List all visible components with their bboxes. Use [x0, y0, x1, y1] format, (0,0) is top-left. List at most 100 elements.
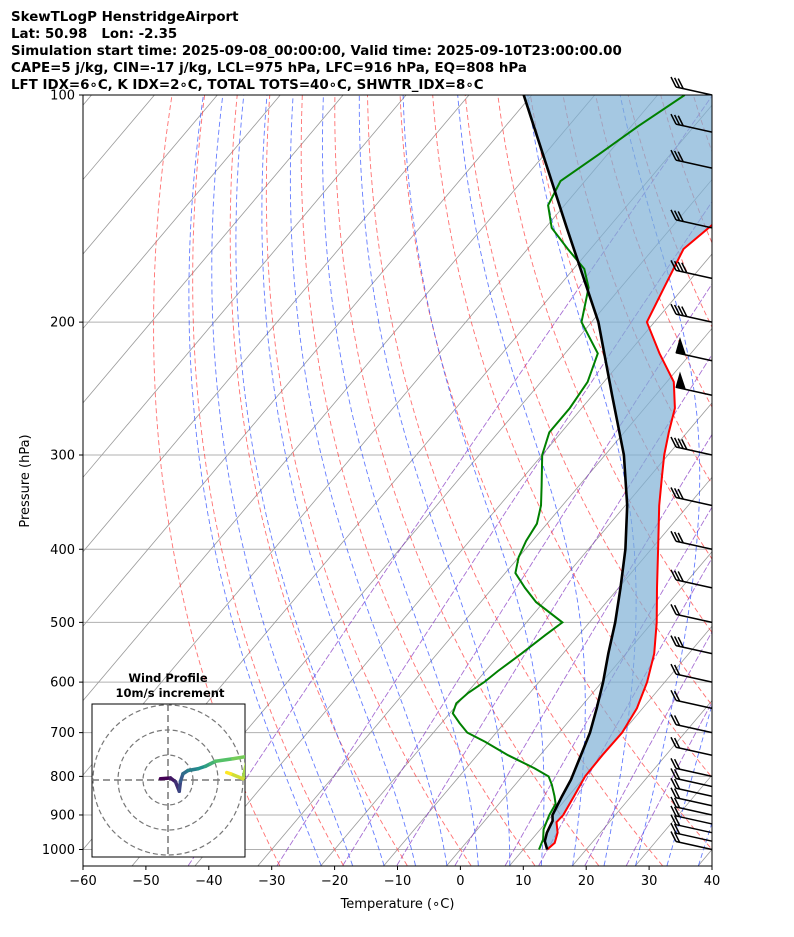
- wind-barb-staff: [675, 613, 713, 624]
- simulation-times: Simulation start time: 2025-09-08_00:00:…: [11, 44, 622, 60]
- wind-barb: [670, 303, 713, 323]
- y-tick-label: 200: [50, 316, 75, 331]
- wind-barb-flag: [677, 488, 684, 500]
- wind-barb-flag: [677, 571, 684, 582]
- wind-barb-pennant: [675, 371, 686, 389]
- wind-barb: [670, 822, 713, 842]
- wind-barb-staff: [675, 723, 713, 734]
- stability-indices: LFT IDX=6∘C, K IDX=2∘C, TOTAL TOTS=40∘C,…: [11, 78, 484, 94]
- wind-barb-flag: [673, 77, 681, 89]
- mixing-ratio-line: [454, 433, 712, 866]
- x-tick-label: 0: [456, 874, 464, 889]
- wind-barb-flag: [673, 114, 681, 126]
- wind-barb: [670, 831, 713, 851]
- isotherm-line: [194, 253, 712, 866]
- moist-adiabat-lines: [188, 95, 712, 866]
- x-tick-label: −40: [195, 874, 222, 889]
- dry-adiabat: [192, 95, 344, 866]
- wind-barb-staff: [675, 351, 713, 362]
- hodograph-subtitle: 10m/s increment: [116, 686, 225, 700]
- wind-barb-flag: [670, 303, 677, 315]
- x-tick-label: 40: [704, 874, 721, 889]
- x-tick-label: −50: [132, 874, 159, 889]
- dry-adiabat: [265, 95, 472, 866]
- moist-adiabat: [698, 821, 712, 866]
- x-tick-label: −20: [321, 874, 348, 889]
- hodograph-trace-segment: [241, 761, 245, 781]
- y-axis-label: Pressure (hPa): [18, 434, 33, 527]
- isotherm-line: [83, 95, 533, 627]
- x-tick-label: 10: [515, 874, 532, 889]
- wind-barb-staff: [675, 219, 713, 229]
- wind-barb: [670, 805, 713, 825]
- wind-barb-staff: [675, 806, 713, 816]
- moist-adiabat: [527, 95, 637, 866]
- wind-barb-staff: [675, 159, 713, 169]
- wind-barb-flag: [670, 530, 677, 542]
- wind-barb: [670, 768, 713, 788]
- wind-barb: [670, 814, 713, 834]
- y-tick-label: 100: [50, 89, 75, 104]
- wind-barb: [670, 690, 713, 710]
- wind-barb: [670, 714, 713, 734]
- dry-adiabat: [759, 95, 794, 866]
- isotherm-line: [445, 551, 712, 866]
- isotherm-line: [83, 95, 93, 106]
- y-tick-label: 700: [50, 726, 75, 741]
- wind-barb-staff: [675, 386, 713, 396]
- wind-barb-staff: [675, 579, 713, 589]
- y-tick-label: 300: [50, 448, 75, 463]
- wind-barb-flag: [677, 636, 684, 648]
- moist-adiabat: [235, 95, 385, 866]
- hodograph-trace-segment: [228, 772, 245, 781]
- dry-adiabat: [367, 95, 663, 866]
- x-tick-label: −30: [258, 874, 285, 889]
- y-tick-label: 400: [50, 543, 75, 558]
- isotherm-line: [257, 327, 712, 866]
- wind-barb: [670, 149, 713, 169]
- wind-barb: [675, 371, 713, 396]
- wind-barb-flag: [673, 788, 681, 799]
- wind-barb-flag: [673, 815, 681, 826]
- hodograph-trace-segment: [231, 754, 245, 761]
- wind-barb: [670, 796, 713, 816]
- wind-barb-flag: [670, 796, 677, 808]
- wind-barb-flag: [673, 636, 681, 647]
- wind-barb-flag: [670, 149, 677, 161]
- dry-adiabat: [497, 95, 712, 634]
- isotherm-line: [83, 95, 344, 404]
- wind-barb-staff: [675, 86, 713, 96]
- isotherm-line: [83, 95, 407, 478]
- wind-barb-flag: [673, 604, 681, 616]
- wind-barb-flag: [681, 262, 688, 274]
- wind-barb-flag: [670, 805, 677, 817]
- wind-barb-flag: [670, 260, 677, 271]
- wind-barb-flag: [673, 531, 681, 543]
- wind-barb-staff: [675, 123, 713, 133]
- dry-adiabat: [399, 95, 712, 851]
- wind-barb-flag: [670, 822, 677, 834]
- wind-barb-flag: [670, 76, 677, 88]
- mixing-ratio-line: [342, 283, 712, 866]
- wind-barb-staff: [675, 673, 713, 683]
- hodograph-trace-segment: [225, 770, 233, 776]
- wind-barb-flag: [670, 436, 677, 448]
- dewpoint-line: [451, 95, 686, 850]
- wind-barb-flag: [677, 115, 684, 127]
- wind-barb: [670, 260, 713, 280]
- moist-adiabat: [402, 95, 545, 866]
- wind-barb-flag: [673, 768, 681, 780]
- wind-barb-flag: [673, 758, 681, 770]
- wind-barb-staff: [675, 832, 713, 842]
- instability-indices: CAPE=5 j/kg, CIN=-17 j/kg, LCL=975 hPa, …: [11, 61, 527, 77]
- wind-barb: [670, 635, 713, 655]
- wind-barb-flag: [673, 150, 681, 162]
- y-tick-label: 900: [50, 808, 75, 823]
- wind-barb: [670, 76, 713, 96]
- wind-barb-flag: [673, 437, 681, 449]
- wind-barb-staff: [675, 446, 713, 456]
- y-axis-ticks: 1000 900 800 700 600 500 400 300 200 100: [42, 89, 83, 858]
- wind-barb-flag: [673, 487, 681, 499]
- wind-barb-flag: [673, 664, 681, 676]
